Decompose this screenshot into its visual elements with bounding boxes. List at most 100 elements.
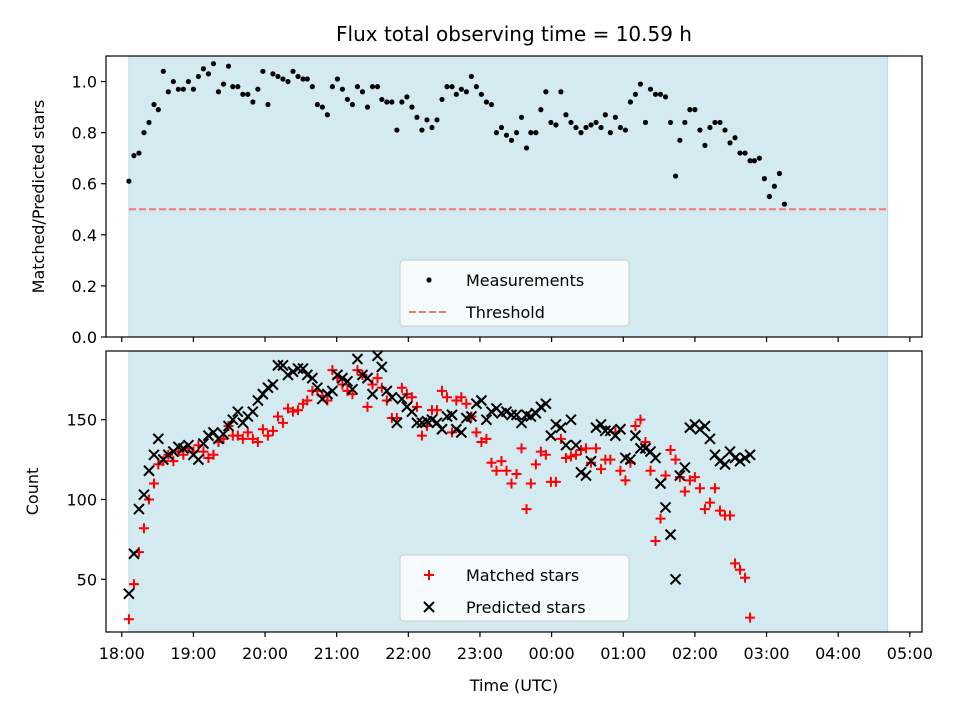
predicted-star-point: [301, 369, 314, 381]
measurement-point: [131, 153, 137, 159]
matched-star-point: [581, 443, 591, 454]
x-tick-label: 21:00: [314, 644, 360, 663]
predicted-star-point: [222, 420, 235, 432]
axes-frame: [105, 55, 923, 338]
matched-star-point: [714, 505, 725, 516]
matched-star-point: [640, 437, 651, 448]
y-tick-label: 0.8: [72, 124, 97, 143]
predicted-star-point: [455, 426, 468, 439]
measurement-point: [240, 91, 246, 97]
measurement-point: [200, 66, 207, 72]
predicted-star-point: [272, 359, 284, 372]
predicted-star-point: [282, 369, 294, 381]
measurement-point: [632, 91, 639, 97]
measurement-point: [488, 101, 495, 108]
figure-title: Flux total observing time = 10.59 h: [336, 22, 692, 46]
matched-star-point: [421, 421, 432, 432]
predicted-star-point: [192, 453, 205, 466]
measurement-point: [727, 140, 733, 146]
predicted-star-point: [306, 372, 319, 384]
measurement-point: [558, 89, 564, 95]
measurement-point: [751, 158, 757, 164]
matched-star-point: [511, 468, 522, 479]
measurement-point: [260, 68, 266, 74]
matched-star-point: [376, 382, 387, 393]
y-tick-label: 1.0: [72, 73, 97, 92]
matched-star-point: [262, 430, 273, 441]
axes-frame: [105, 350, 923, 633]
predicted-star-point: [361, 372, 374, 384]
matched-star-point: [138, 523, 149, 534]
measurement-point: [235, 84, 241, 90]
predicted-star-point: [565, 413, 577, 426]
matched-star-point: [699, 504, 710, 515]
predicted-star-point: [436, 423, 448, 435]
measurement-point: [771, 183, 778, 189]
predicted-star-point: [614, 423, 627, 435]
predicted-star-point: [734, 455, 746, 467]
measurement-point: [573, 124, 579, 131]
predicted-star-point: [550, 418, 562, 431]
measurement-point: [766, 193, 773, 200]
matched-star-point: [247, 433, 258, 444]
measurement-point: [598, 124, 604, 131]
matched-star-point: [149, 478, 159, 489]
measurement-point: [275, 73, 281, 80]
predicted-star-point: [744, 449, 756, 461]
matched-star-point: [596, 464, 607, 475]
matched-star-point: [257, 424, 268, 435]
predicted-star-point: [426, 413, 438, 426]
measurement-point: [151, 101, 157, 108]
predicted-star-point: [510, 409, 523, 421]
predicted-star-point: [277, 359, 289, 372]
measurement-point: [141, 130, 147, 136]
matched-star-point: [232, 430, 243, 441]
measurement-point: [583, 124, 589, 131]
measurement-point: [170, 78, 176, 85]
measurement-point: [210, 61, 217, 67]
predicted-star-point: [515, 417, 528, 429]
matched-star-point: [158, 456, 169, 467]
measurement-point: [747, 158, 753, 164]
measurement-point: [508, 137, 515, 143]
measurement-point: [136, 150, 142, 156]
measurement-point: [146, 119, 152, 126]
measurement-point: [444, 84, 450, 90]
measurement-point: [225, 63, 232, 69]
matched-star-point: [237, 433, 248, 444]
measurement-point: [682, 119, 688, 126]
legend: Measurements Threshold: [399, 259, 630, 327]
predicted-star-point: [152, 433, 165, 445]
x-tick-label: 18:00: [99, 644, 145, 663]
measurement-point: [295, 73, 301, 80]
legend-marker-plus: [424, 570, 434, 580]
predicted-star-point: [500, 405, 513, 418]
predicted-star-point: [346, 383, 359, 396]
measurement-point: [702, 142, 708, 149]
predicted-star-point: [182, 439, 195, 451]
series-predicted-stars: [123, 350, 756, 600]
legend-marker-dot: [426, 277, 432, 283]
predicted-star-point: [679, 461, 691, 474]
measurement-point: [513, 130, 520, 136]
measurement-point: [339, 86, 346, 92]
measurement-point: [642, 119, 649, 126]
predicted-star-point: [406, 405, 418, 418]
measurement-point: [468, 73, 474, 80]
predicted-star-point: [540, 397, 552, 410]
measurement-point: [434, 117, 440, 123]
measurement-point: [394, 127, 400, 133]
measurement-point: [593, 119, 599, 126]
predicted-star-point: [475, 394, 488, 407]
legend-label: Measurements: [466, 271, 584, 290]
predicted-star-point: [480, 413, 493, 426]
measurement-point: [364, 104, 371, 110]
matched-star-point: [565, 451, 576, 462]
legend: Matched stars Predicted stars: [399, 554, 630, 622]
matched-star-point: [372, 373, 383, 384]
measurement-point: [449, 84, 455, 90]
flux-ratio-panel: 0.0 0.2 0.4 0.6 0.8 1.0 Matched/Predicted star…: [29, 55, 923, 347]
matched-star-point: [540, 449, 551, 460]
measurement-point: [543, 89, 549, 95]
measurement-point: [314, 101, 320, 108]
